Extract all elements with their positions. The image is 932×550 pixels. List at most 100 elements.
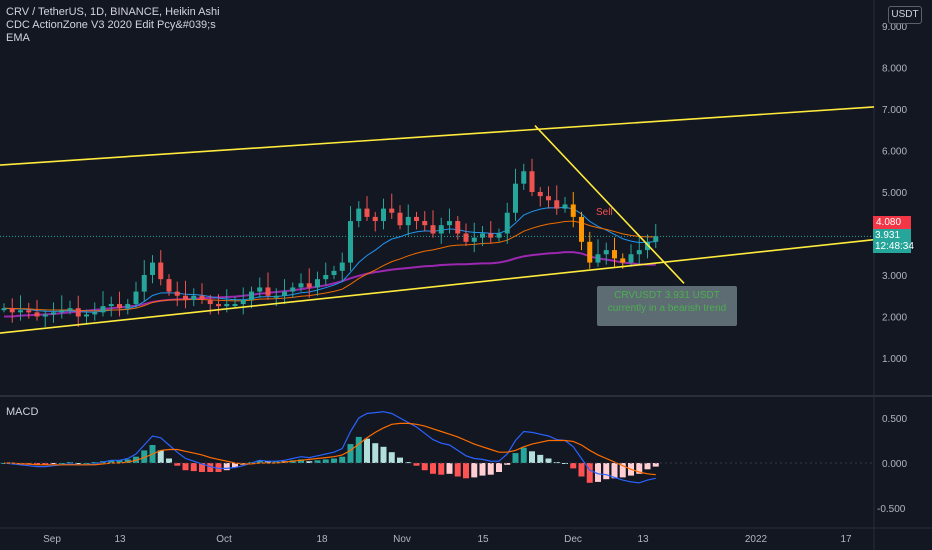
macd-histogram-bar: [108, 460, 115, 463]
macd-histogram-bar: [34, 463, 40, 465]
candle-body: [9, 308, 15, 313]
candle-body: [51, 312, 56, 315]
candle-body: [257, 287, 263, 292]
macd-histogram-bar: [223, 463, 230, 471]
x-tick-label: 18: [316, 534, 328, 545]
macd-histogram-bar: [42, 463, 49, 465]
countdown-timer: 12:48:34: [875, 241, 914, 252]
candle-body: [26, 310, 32, 313]
candle-body: [18, 310, 23, 313]
macd-histogram-bar: [512, 453, 519, 463]
x-tick-label: 15: [477, 534, 489, 545]
candle-body: [315, 279, 320, 288]
y-tick-label: 9.000: [882, 22, 907, 33]
candle-body: [504, 212, 510, 234]
candle-body: [356, 208, 362, 222]
macd-histogram-bar: [388, 452, 395, 463]
candle-body: [521, 171, 527, 184]
macd-histogram-bar: [265, 461, 271, 463]
ema-medium-line: [3, 220, 656, 312]
macd-histogram-bar: [496, 463, 502, 472]
candle-body: [224, 304, 230, 307]
candle-body: [612, 250, 617, 259]
macd-label[interactable]: MACD: [6, 406, 39, 418]
macd-histogram-bar: [446, 463, 453, 474]
symbol-title[interactable]: CRV / TetherUS, 1D, BINANCE, Heikin Ashi: [6, 6, 220, 18]
macd-histogram-bar: [372, 443, 379, 463]
macd-histogram-bar: [611, 463, 618, 479]
candle-body: [232, 304, 238, 307]
macd-histogram-bar: [273, 461, 280, 463]
macd-tick-label: 0.500: [882, 414, 907, 425]
x-tick-label: 17: [840, 534, 852, 545]
macd-histogram-bar: [504, 463, 511, 465]
macd-histogram-bar: [199, 463, 205, 472]
x-tick-label: 13: [114, 534, 126, 545]
annotation-line2: currently in a bearish trend: [607, 303, 727, 314]
candle-body: [595, 254, 601, 263]
macd-histogram-bar: [463, 463, 469, 479]
x-tick-label: 2022: [745, 534, 768, 545]
macd-histogram-bar: [430, 463, 436, 474]
candle-body: [199, 295, 205, 300]
candle-body: [125, 304, 131, 309]
candle-body: [653, 236, 659, 242]
candle-body: [174, 291, 180, 296]
currency-button[interactable]: USDT: [888, 6, 922, 24]
macd-line: [3, 411, 656, 484]
macd-histogram-bar: [578, 463, 585, 477]
candle-body: [42, 314, 48, 317]
x-tick-label: Nov: [393, 534, 411, 545]
macd-histogram-bar: [75, 463, 82, 464]
candle-body: [75, 308, 81, 317]
y-tick-label: 3.000: [882, 271, 907, 282]
macd-histogram-bar: [50, 463, 57, 464]
chart-annotation[interactable]: CRVUSDT 3.931 USDT currently in a bearis…: [597, 286, 737, 326]
indicator-ema-label[interactable]: EMA: [6, 32, 30, 44]
macd-histogram-bar: [364, 438, 370, 463]
macd-histogram-bar: [537, 454, 544, 463]
signal-line: [4, 422, 656, 476]
x-tick-label: Dec: [564, 534, 582, 545]
candle-body: [158, 262, 164, 280]
candle-body: [414, 216, 419, 222]
last-price-tag: 3.931 12:48:34: [873, 229, 914, 253]
y-tick-label: 1.000: [882, 354, 907, 365]
candle-body: [306, 283, 312, 288]
annotation-line1: CRVUSDT 3.931 USDT: [614, 290, 720, 301]
candle-body: [463, 233, 469, 242]
candle-body: [537, 192, 543, 197]
ema-slow-line: [4, 251, 656, 318]
macd-histogram-bar: [595, 463, 601, 482]
indicator-cdc-label[interactable]: CDC ActionZone V3 2020 Edit Pcy&#039;s: [6, 19, 216, 31]
macd-histogram-bar: [454, 463, 461, 477]
macd-tick-label: 0.000: [882, 459, 907, 470]
macd-histogram-bar: [471, 463, 478, 478]
macd-histogram-bar: [207, 463, 214, 472]
candle-body: [603, 250, 609, 255]
candle-body: [438, 225, 444, 234]
candle-body: [447, 221, 452, 226]
candle-body: [273, 295, 279, 298]
x-tick-label: 13: [637, 534, 649, 545]
last-price-value: 3.931: [875, 230, 901, 241]
candle-body: [587, 241, 593, 263]
candle-body: [166, 279, 172, 292]
macd-histogram-bar: [413, 463, 420, 466]
candle-body: [240, 299, 246, 305]
macd-histogram-bar: [479, 463, 486, 476]
upper-channel-line: [0, 106, 875, 166]
candle-body: [513, 183, 518, 213]
price-tag: 4.080: [873, 216, 911, 229]
sell-signal-label: Sell: [596, 207, 613, 218]
candle-body: [1, 308, 7, 311]
candle-body: [183, 295, 188, 300]
candle-body: [84, 314, 89, 317]
candle-body: [372, 216, 378, 222]
y-tick-label: 7.000: [882, 105, 907, 116]
candle-body: [150, 262, 155, 275]
candle-body: [628, 254, 634, 263]
macd-histogram-bar: [339, 456, 346, 463]
x-tick-label: Sep: [43, 534, 61, 545]
